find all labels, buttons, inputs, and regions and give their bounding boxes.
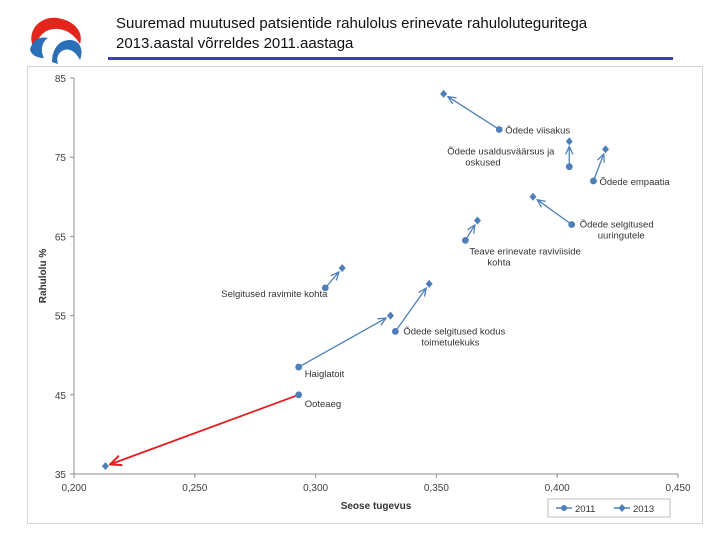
title-line-1: Suuremad muutused patsientide rahulolus … — [116, 15, 588, 32]
point-2011 — [295, 391, 303, 399]
point-label-line: uuringutele — [598, 231, 645, 242]
point-label-line: Õdede selgitused kodus — [403, 326, 505, 337]
point-label: Selgitused ravimite kohta — [221, 289, 328, 300]
point-label: Ooteaeg — [305, 399, 341, 410]
point-label-line: kohta — [487, 257, 511, 268]
change-arrow — [592, 154, 603, 182]
point-2013 — [338, 264, 346, 273]
point-label-line: Õdede selgitused — [580, 220, 654, 231]
point-label-line: Teave erinevate raviviiside — [469, 246, 580, 257]
point-labels: Õdede viisakus Õdede usaldusväärsus ja osk… — [221, 125, 670, 409]
x-tick-label: 0,300 — [303, 483, 328, 494]
legend-marker-2011 — [561, 505, 567, 511]
point-2011 — [565, 163, 573, 171]
chart-legend: 2011 2013 — [547, 498, 671, 518]
organization-logo — [22, 10, 92, 68]
change-arrow — [324, 272, 339, 289]
change-arrow — [110, 393, 299, 465]
organization-logo-icon — [30, 17, 82, 64]
point-2013 — [425, 279, 433, 288]
y-axis-label: Rahulolu % — [38, 249, 49, 304]
change-arrow — [298, 318, 386, 368]
point-2011 — [461, 236, 469, 244]
change-arrow — [448, 97, 500, 131]
point-2011 — [391, 328, 399, 335]
point-2013 — [602, 145, 610, 154]
point-2011 — [321, 284, 329, 292]
y-tick-label: 35 — [55, 470, 67, 481]
title-underline — [108, 57, 673, 60]
point-2013 — [473, 216, 481, 225]
legend-box — [547, 498, 671, 518]
y-tick-label: 65 — [55, 232, 67, 243]
y-tick-label: 75 — [55, 153, 67, 164]
scatter-chart: 35 45 55 65 75 85 0,200 0,250 0,300 0,350 0,400 0,4… — [38, 74, 691, 518]
y-tick-label: 45 — [55, 391, 67, 402]
point-2011 — [295, 363, 303, 371]
point-label-line: toimetulekuks — [421, 337, 479, 348]
point-2013 — [565, 137, 573, 146]
slide-title: Suuremad muutused patsientide rahulolus … — [116, 14, 696, 54]
point-label: Õdede selgitused kodus toimetulekuks — [403, 326, 505, 348]
x-tick-label: 0,200 — [61, 483, 86, 494]
legend-marker-2013 — [618, 504, 626, 512]
x-tick-label: 0,450 — [665, 483, 690, 494]
point-2011 — [495, 126, 503, 133]
x-tick-label: 0,350 — [424, 483, 449, 494]
x-tick-label: 0,400 — [545, 483, 570, 494]
point-label-line: Õdede usaldusväärsus ja — [447, 147, 555, 158]
point-label-line: oskused — [465, 158, 500, 169]
x-axis-label: Seose tugevus — [341, 501, 412, 512]
y-tick-label: 85 — [55, 74, 67, 85]
point-label: Õdede selgitused uuringutele — [580, 220, 654, 242]
point-label: Õdede usaldusväärsus ja oskused — [447, 147, 555, 169]
title-line-2: 2013.aastal võrreldes 2011.aastaga — [116, 35, 354, 52]
point-2013 — [386, 311, 394, 320]
point-label: Õdede viisakus — [505, 125, 570, 136]
change-arrow — [394, 288, 426, 332]
point-2013 — [440, 89, 448, 98]
x-tick-label: 0,250 — [182, 483, 207, 494]
legend-label-2011: 2011 — [575, 504, 595, 515]
point-2011 — [568, 221, 576, 228]
change-arrow — [537, 200, 573, 226]
point-label: Õdede empaatia — [599, 177, 670, 188]
point-label: Teave erinevate raviviiside kohta — [469, 246, 580, 268]
point-2013 — [101, 462, 109, 471]
legend-label-2013: 2013 — [633, 504, 654, 515]
point-label: Haiglatoit — [305, 369, 345, 380]
point-2011 — [590, 177, 597, 185]
point-2013 — [529, 192, 537, 201]
data-points — [101, 89, 610, 471]
y-tick-label: 55 — [55, 312, 67, 323]
chart-frame: 35 45 55 65 75 85 0,200 0,250 0,300 0,350 0,400 0,4… — [27, 66, 703, 524]
chart-axes: 35 45 55 65 75 85 0,200 0,250 0,300 0,350 0,400 0,4… — [38, 74, 691, 512]
